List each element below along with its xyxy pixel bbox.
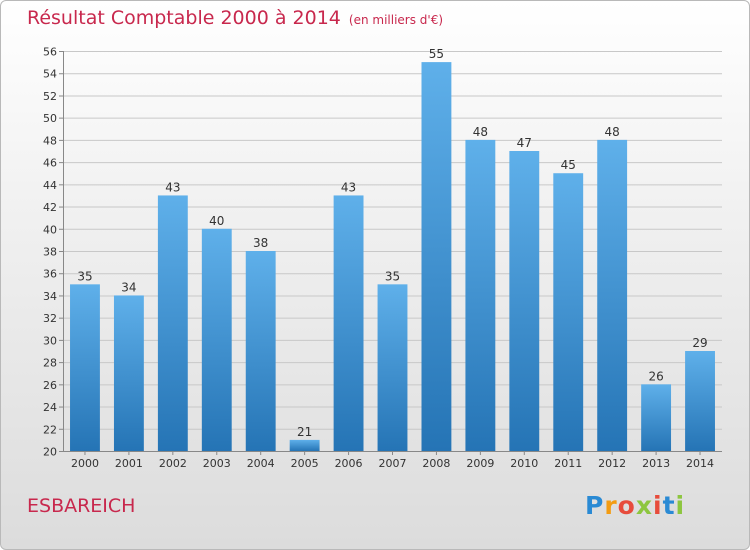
commune-name: ESBAREICH [27, 495, 136, 517]
x-tick-label: 2013 [642, 457, 670, 470]
bar [333, 195, 364, 451]
y-tick-label: 52 [43, 90, 57, 103]
x-tick-label: 2000 [71, 457, 99, 470]
bar-value-label: 38 [253, 236, 268, 250]
y-tick-label: 48 [43, 134, 57, 147]
logo-letter: i [675, 491, 686, 520]
y-tick-label: 50 [43, 112, 57, 125]
x-tick-label: 2005 [291, 457, 319, 470]
logo-letter: i [653, 491, 663, 520]
proxiti-logo: Proxiti [585, 491, 685, 520]
y-tick-label: 40 [43, 223, 57, 236]
bar-value-label: 26 [648, 369, 663, 383]
bar-value-label: 43 [165, 180, 180, 194]
bar [245, 251, 276, 451]
bar-value-label: 43 [341, 180, 356, 194]
y-tick-label: 32 [43, 312, 57, 325]
y-tick-label: 36 [43, 268, 57, 281]
bar [113, 295, 144, 451]
y-tick-label: 54 [43, 68, 57, 81]
y-tick-label: 44 [43, 179, 57, 192]
y-tick-label: 22 [43, 423, 57, 436]
bar-value-label: 48 [605, 125, 620, 139]
y-tick-label: 28 [43, 357, 57, 370]
chart-title: Résultat Comptable 2000 à 2014 (en millie… [27, 7, 443, 29]
y-tick-label: 30 [43, 334, 57, 347]
bar [377, 284, 408, 451]
x-tick-label: 2009 [466, 457, 494, 470]
y-tick-label: 26 [43, 379, 57, 392]
bar-value-label: 45 [561, 158, 576, 172]
chart-subtitle: (en milliers d'€) [348, 13, 444, 27]
bar-value-label: 48 [473, 125, 488, 139]
bar [685, 351, 715, 451]
bar-value-label: 55 [429, 47, 444, 61]
y-tick-label: 34 [43, 290, 57, 303]
bar [421, 62, 452, 451]
bar [553, 173, 584, 451]
bar [70, 284, 100, 451]
bar [201, 228, 232, 451]
bars [70, 62, 715, 451]
x-tick-label: 2011 [554, 457, 582, 470]
logo-letter: r [604, 491, 618, 520]
y-tick-label: 38 [43, 246, 57, 259]
x-tick-label: 2012 [598, 457, 626, 470]
bar [597, 139, 628, 451]
x-tick-label: 2002 [159, 457, 187, 470]
labels: 20 22 24 26 28 30 32 34 36 38 40 42 44 46 48 50 52 54 56 35… [43, 46, 714, 471]
y-tick-label: 24 [43, 401, 57, 414]
bar [509, 151, 540, 451]
bar [157, 195, 188, 451]
bar-value-label: 40 [209, 214, 224, 228]
y-tick-label: 20 [43, 446, 57, 459]
x-tick-label: 2006 [335, 457, 363, 470]
x-tick-label: 2010 [510, 457, 538, 470]
bar [465, 139, 496, 451]
y-tick-label: 42 [43, 201, 57, 214]
x-tick-label: 2014 [686, 457, 714, 470]
chart-title-text: Résultat Comptable 2000 à 2014 [27, 7, 341, 29]
y-tick-label: 46 [43, 157, 57, 170]
x-tick-label: 2003 [203, 457, 231, 470]
x-tick-label: 2008 [422, 457, 450, 470]
bar-value-label: 35 [77, 269, 92, 283]
logo-letter: x [635, 491, 653, 520]
bar-value-label: 47 [517, 136, 532, 150]
axes [59, 51, 722, 455]
x-tick-label: 2001 [115, 457, 143, 470]
logo-letter: P [585, 491, 605, 520]
y-tick-label: 56 [43, 46, 57, 59]
bar [641, 384, 672, 451]
x-tick-label: 2007 [379, 457, 407, 470]
logo-letter: t [662, 491, 676, 520]
bar-value-label: 35 [385, 269, 400, 283]
x-tick-label: 2004 [247, 457, 275, 470]
bar-value-label: 21 [297, 425, 312, 439]
logo-letter: o [617, 491, 636, 520]
bar [289, 439, 320, 451]
bar-value-label: 29 [692, 336, 707, 350]
bar-value-label: 34 [121, 280, 136, 294]
